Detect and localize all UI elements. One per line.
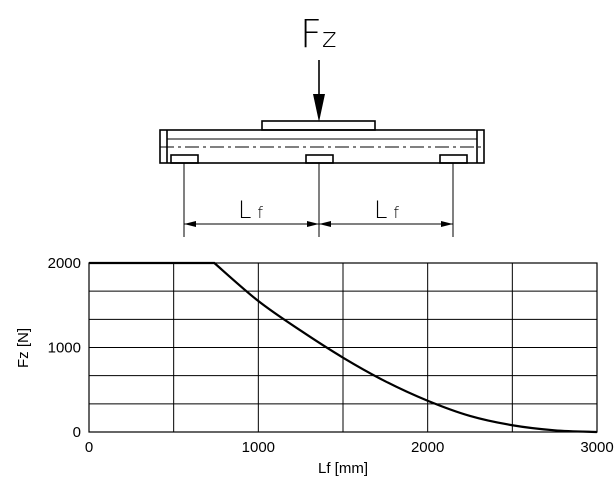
y-axis-title: Fz [N] (15, 328, 32, 368)
force-label-main: F (300, 12, 322, 56)
x-tick-label-0: 0 (85, 439, 93, 456)
dim-arrow-3 (319, 221, 331, 227)
force-label-sub: z (322, 21, 337, 54)
dimension-label-right-sub: f (393, 203, 399, 222)
y-tick-label-2: 2000 (48, 255, 81, 272)
support-left (170, 154, 199, 164)
chart: 0 1000 2000 3000 0 1000 2000 Lf [mm] Fz [N] (15, 255, 614, 477)
series-line-0 (89, 261, 598, 434)
y-tick-label-0: 0 (73, 424, 81, 441)
x-tick-label-1: 1000 (242, 439, 275, 456)
dimension-label-left-main: L (238, 196, 251, 224)
top-plate (261, 120, 376, 131)
support-right (439, 154, 468, 164)
x-tick-label-3: 3000 (580, 439, 613, 456)
curve-layer (89, 261, 598, 434)
dimension-label-left-sub: f (257, 203, 263, 222)
dim-arrow-2 (307, 221, 319, 227)
y-tick-label-1: 1000 (48, 340, 81, 357)
grid (88, 262, 598, 433)
force-arrow-head (313, 94, 325, 122)
dimension-label-right-main: L (374, 196, 387, 224)
plot-frame (88, 262, 598, 433)
x-axis-title: Lf [mm] (318, 460, 368, 477)
support-center (305, 154, 334, 164)
dim-arrow-4 (441, 221, 453, 227)
dim-arrow-1 (184, 221, 196, 227)
x-tick-label-2: 2000 (411, 439, 444, 456)
force-label: Fz (300, 12, 337, 56)
tick-labels: 0 1000 2000 3000 0 1000 2000 (48, 255, 614, 456)
